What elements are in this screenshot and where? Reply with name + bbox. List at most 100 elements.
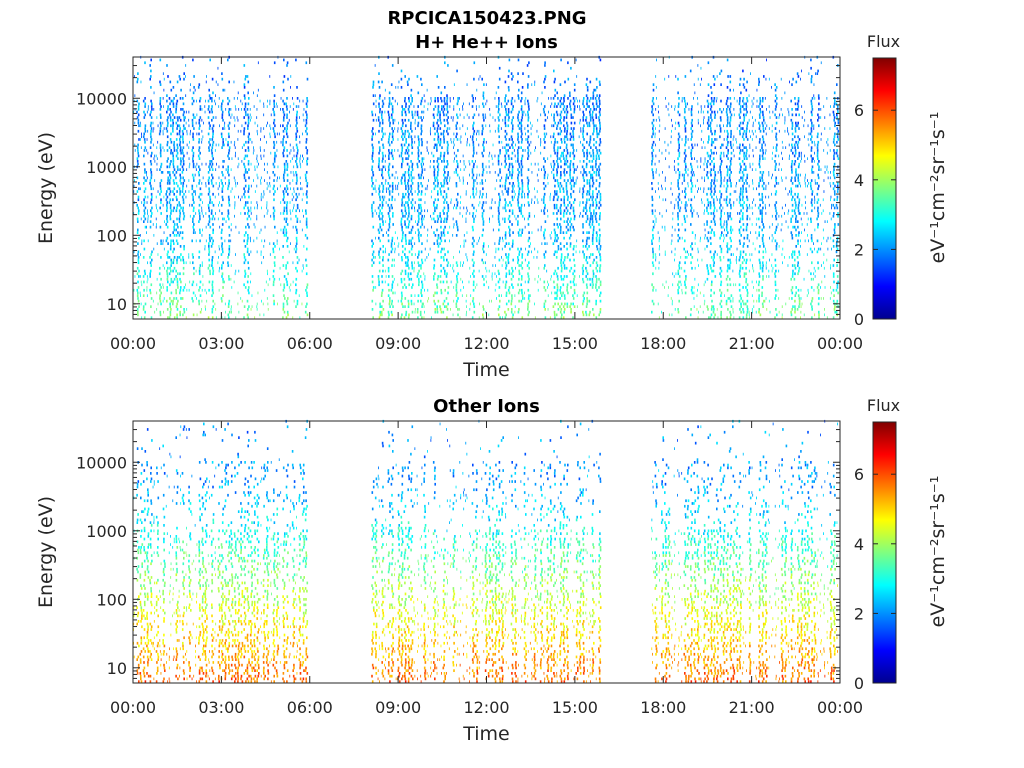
spectrogram-cell: [513, 190, 515, 193]
spectrogram-cell: [381, 173, 383, 177]
spectrogram-cell: [557, 165, 559, 169]
spectrogram-cell: [282, 80, 285, 84]
spectrogram-cell: [530, 162, 532, 166]
spectrogram-cell: [417, 192, 419, 196]
spectrogram-cell: [395, 171, 397, 174]
spectrogram-cell: [424, 187, 426, 191]
spectrogram-cell: [568, 201, 571, 204]
spectrogram-cell: [430, 214, 431, 218]
spectrogram-cell: [168, 113, 171, 117]
spectrogram-cell: [185, 261, 187, 265]
spectrogram-cell: [170, 239, 172, 243]
spectrogram-cell: [211, 316, 214, 319]
spectrogram-cell: [220, 203, 223, 207]
spectrogram-cell: [209, 168, 211, 171]
spectrogram-cell: [473, 77, 475, 81]
spectrogram-cell: [285, 160, 288, 163]
spectrogram-cell: [414, 308, 416, 311]
spectrogram-cell: [565, 143, 568, 147]
spectrogram-cell: [588, 256, 591, 259]
spectrogram-cell: [441, 146, 443, 149]
spectrogram-cell: [521, 157, 523, 160]
spectrogram-cell: [512, 140, 514, 144]
spectrogram-cell: [162, 264, 164, 267]
spectrogram-cell: [510, 157, 513, 160]
spectrogram-cell: [198, 146, 201, 149]
spectrogram-cell: [456, 280, 459, 284]
spectrogram-cell: [413, 105, 415, 108]
spectrogram-cell: [411, 162, 414, 166]
spectrogram-cell: [170, 88, 173, 92]
spectrogram-cell: [382, 184, 385, 188]
spectrogram-cell: [433, 168, 436, 171]
spectrogram-cell: [434, 198, 437, 202]
spectrogram-cell: [382, 154, 384, 158]
spectrogram-cell: [661, 310, 662, 314]
spectrogram-cell: [436, 129, 438, 133]
spectrogram-cell: [543, 173, 546, 177]
spectrogram-cell: [302, 264, 304, 267]
spectrogram-cell: [305, 121, 308, 125]
spectrogram-cell: [414, 140, 416, 144]
spectrogram-cell: [585, 165, 588, 169]
spectrogram-cell: [562, 108, 565, 111]
spectrogram-cell: [426, 140, 428, 144]
spectrogram-cell: [582, 223, 584, 226]
spectrogram-cell: [248, 184, 250, 188]
spectrogram-cell: [248, 305, 250, 308]
spectrogram-cell: [244, 110, 247, 114]
spectrogram-cell: [169, 234, 172, 237]
spectrogram-cell: [566, 275, 568, 278]
spectrogram-cell: [678, 299, 680, 303]
spectrogram-cell: [260, 198, 262, 202]
spectrogram-cell: [282, 316, 284, 319]
spectrogram-cell: [445, 165, 448, 169]
spectrogram-cell: [196, 99, 197, 103]
spectrogram-cell: [282, 198, 285, 202]
spectrogram-cell: [598, 228, 601, 232]
spectrogram-cell: [485, 124, 487, 128]
spectrogram-cell: [508, 182, 511, 185]
spectrogram-cell: [234, 124, 236, 128]
spectrogram-cell: [440, 250, 442, 254]
spectrogram-cell: [144, 310, 146, 314]
spectrogram-cell: [389, 184, 391, 188]
spectrogram-cell: [570, 184, 573, 188]
spectrogram-cell: [569, 280, 572, 284]
spectrogram-cell: [243, 165, 246, 169]
spectrogram-cell: [179, 97, 182, 100]
spectrogram-cell: [459, 212, 461, 215]
spectrogram-cell: [434, 179, 436, 182]
spectrogram-cell: [182, 266, 185, 270]
spectrogram-cell: [404, 132, 406, 136]
spectrogram-cell: [305, 272, 308, 276]
spectrogram-cell: [586, 231, 588, 234]
spectrogram-cell: [559, 99, 562, 103]
spectrogram-cell: [266, 269, 268, 273]
spectrogram-cell: [652, 102, 655, 106]
spectrogram-cell: [244, 203, 247, 207]
spectrogram-cell: [166, 269, 168, 273]
spectrogram-cell: [173, 277, 176, 281]
spectrogram-cell: [501, 264, 503, 267]
spectrogram-cell: [166, 64, 168, 67]
spectrogram-cell: [498, 99, 500, 103]
spectrogram-cell: [176, 258, 178, 262]
spectrogram-cell: [475, 209, 477, 213]
spectrogram-cell: [573, 245, 575, 248]
spectrogram-cell: [410, 228, 413, 232]
spectrogram-cell: [172, 105, 175, 108]
spectrogram-cell: [228, 201, 230, 204]
spectrogram-cell: [207, 192, 210, 196]
spectrogram-cell: [408, 209, 410, 213]
spectrogram-cell: [165, 192, 167, 196]
spectrogram-cell: [658, 247, 660, 251]
spectrogram-cell: [211, 283, 214, 287]
spectrogram-cell: [579, 160, 581, 163]
spectrogram-cell: [442, 184, 445, 188]
spectrogram-cell: [205, 184, 207, 188]
spectrogram-cell: [447, 151, 449, 155]
spectrogram-cell: [486, 171, 488, 174]
spectrogram-cell: [228, 135, 230, 139]
spectrogram-cell: [304, 234, 307, 237]
